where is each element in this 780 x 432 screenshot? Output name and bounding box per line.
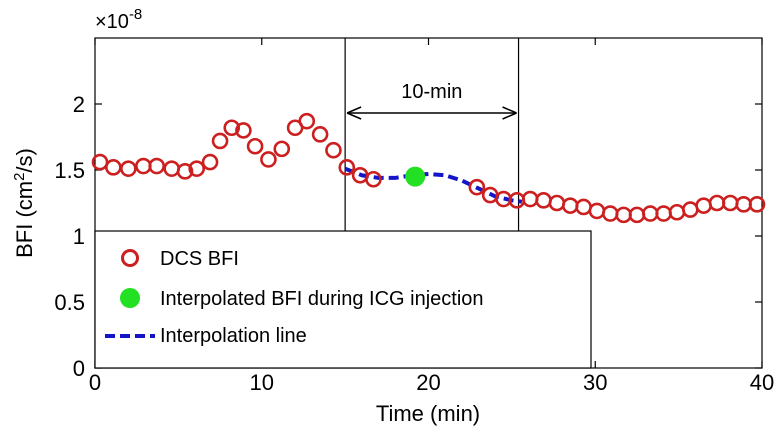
x-tick-label-2: 20	[416, 370, 440, 395]
dcs-bfi-point	[325, 141, 342, 159]
interpolated-bfi-point	[405, 166, 426, 187]
dcs-bfi-point	[338, 159, 356, 176]
x-axis-label: Time (min)	[376, 401, 480, 426]
x-tick-label-3: 30	[583, 370, 607, 395]
window-arrow-left-head	[346, 106, 362, 120]
dcs-bfi-point	[273, 140, 291, 158]
axes: 0 10 20 30 40 0 0.5 1 1.5 2	[54, 38, 774, 395]
dcs-bfi-point	[235, 122, 252, 139]
dcs-bfi-point	[176, 163, 194, 180]
legend: DCS BFI Interpolated BFI during ICG inje…	[94, 230, 592, 369]
time-window-annotation	[344, 38, 520, 231]
x-tick-label-4: 40	[750, 370, 774, 395]
legend-box	[94, 230, 592, 369]
dcs-bfi-point	[365, 170, 382, 188]
legend-label-interpolated-bfi: Interpolated BFI during ICG injection	[160, 288, 484, 310]
legend-marker-interpolated-bfi	[120, 288, 140, 308]
dcs-bfi-point	[120, 160, 137, 177]
dcs-bfi-point	[148, 157, 165, 175]
dcs-bfi-point	[201, 153, 219, 171]
dcs-bfi-point	[211, 132, 229, 150]
window-arrow-right-head	[502, 106, 517, 120]
window-label: 10-min	[401, 81, 462, 103]
y-tick-label-2: 1	[73, 224, 85, 249]
dcs-bfi-point	[468, 178, 486, 196]
y-tick-label-0: 0	[73, 356, 85, 381]
dcs-bfi-point	[311, 126, 329, 143]
legend-marker-dcs-bfi	[121, 249, 139, 267]
y-axis-label-sup: 2	[11, 173, 28, 181]
dcs-bfi-point	[748, 196, 766, 213]
y-axis-label: BFI (cm2/s)	[11, 148, 37, 258]
dcs-bfi-point	[246, 137, 264, 155]
dcs-bfi-point	[298, 112, 316, 130]
legend-label-interpolation-line: Interpolation line	[160, 325, 307, 347]
y-scale-factor: ×10-8	[95, 6, 142, 33]
y-tick-label-3: 1.5	[54, 158, 85, 183]
x-tick-label-0: 0	[89, 370, 101, 395]
legend-label-dcs-bfi: DCS BFI	[160, 248, 239, 270]
y-axis-label-tail: /s)	[12, 148, 37, 172]
y-tick-label-1: 0.5	[54, 290, 85, 315]
y-axis-label-main: BFI (cm	[12, 181, 37, 258]
y-scale-exponent: -8	[129, 6, 142, 23]
y-scale-base: ×10	[95, 11, 129, 33]
y-tick-label-4: 2	[73, 92, 85, 117]
interpolated-bfi-series	[405, 166, 426, 187]
dcs-bfi-point	[188, 160, 206, 177]
dcs-bfi-point	[260, 151, 277, 168]
dcs-bfi-point	[223, 119, 241, 137]
dcs-bfi-series	[91, 112, 766, 224]
x-tick-label-1: 10	[250, 370, 274, 395]
